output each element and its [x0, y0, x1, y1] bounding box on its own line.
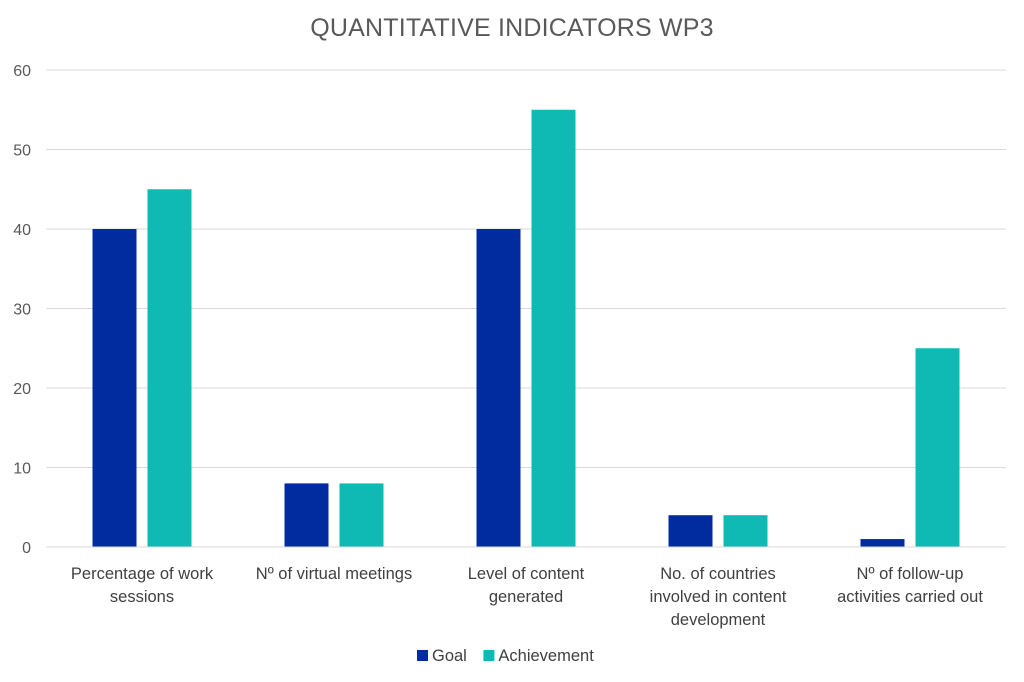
bar-goal: [668, 515, 713, 547]
bar-achievement: [723, 515, 768, 547]
bar-goal: [860, 539, 905, 547]
bars: [92, 109, 960, 547]
bar-achievement: [915, 348, 960, 547]
x-category-label: Percentage of work sessions: [71, 565, 214, 606]
bar-achievement: [531, 109, 576, 547]
bar-goal: [476, 229, 521, 547]
legend-label: Goal: [432, 647, 467, 665]
legend: Goal Achievement: [417, 647, 594, 665]
x-category-label: Nº of virtual meetings: [256, 565, 412, 583]
legend-swatch: [417, 650, 428, 661]
x-category-label: No. of countries involved in content devel…: [650, 565, 787, 629]
legend-label: Achievement: [498, 647, 594, 665]
chart-title: QUANTITATIVE INDICATORS WP3: [310, 14, 714, 42]
y-tick-label: 20: [13, 381, 31, 398]
y-tick-label: 10: [13, 461, 31, 478]
x-category-label: Level of content generated: [468, 565, 585, 606]
y-tick-label: 30: [13, 302, 31, 319]
gridlines: [46, 69, 1006, 468]
y-tick-label: 40: [13, 222, 31, 239]
legend-swatch: [483, 650, 495, 661]
bar-goal: [284, 483, 329, 547]
bar-goal: [92, 229, 137, 547]
x-category-label: Nº of follow-up activities carried out: [837, 565, 983, 606]
bar-achievement: [339, 483, 384, 547]
y-axis-tick-labels: 0 10 20 30 40 50 60: [13, 63, 31, 557]
y-tick-label: 0: [22, 540, 31, 557]
x-axis-category-labels: Percentage of work sessions Nº of virtual …: [71, 565, 983, 629]
bar-achievement: [147, 189, 192, 547]
y-tick-label: 60: [13, 63, 31, 80]
y-tick-label: 50: [13, 143, 31, 160]
